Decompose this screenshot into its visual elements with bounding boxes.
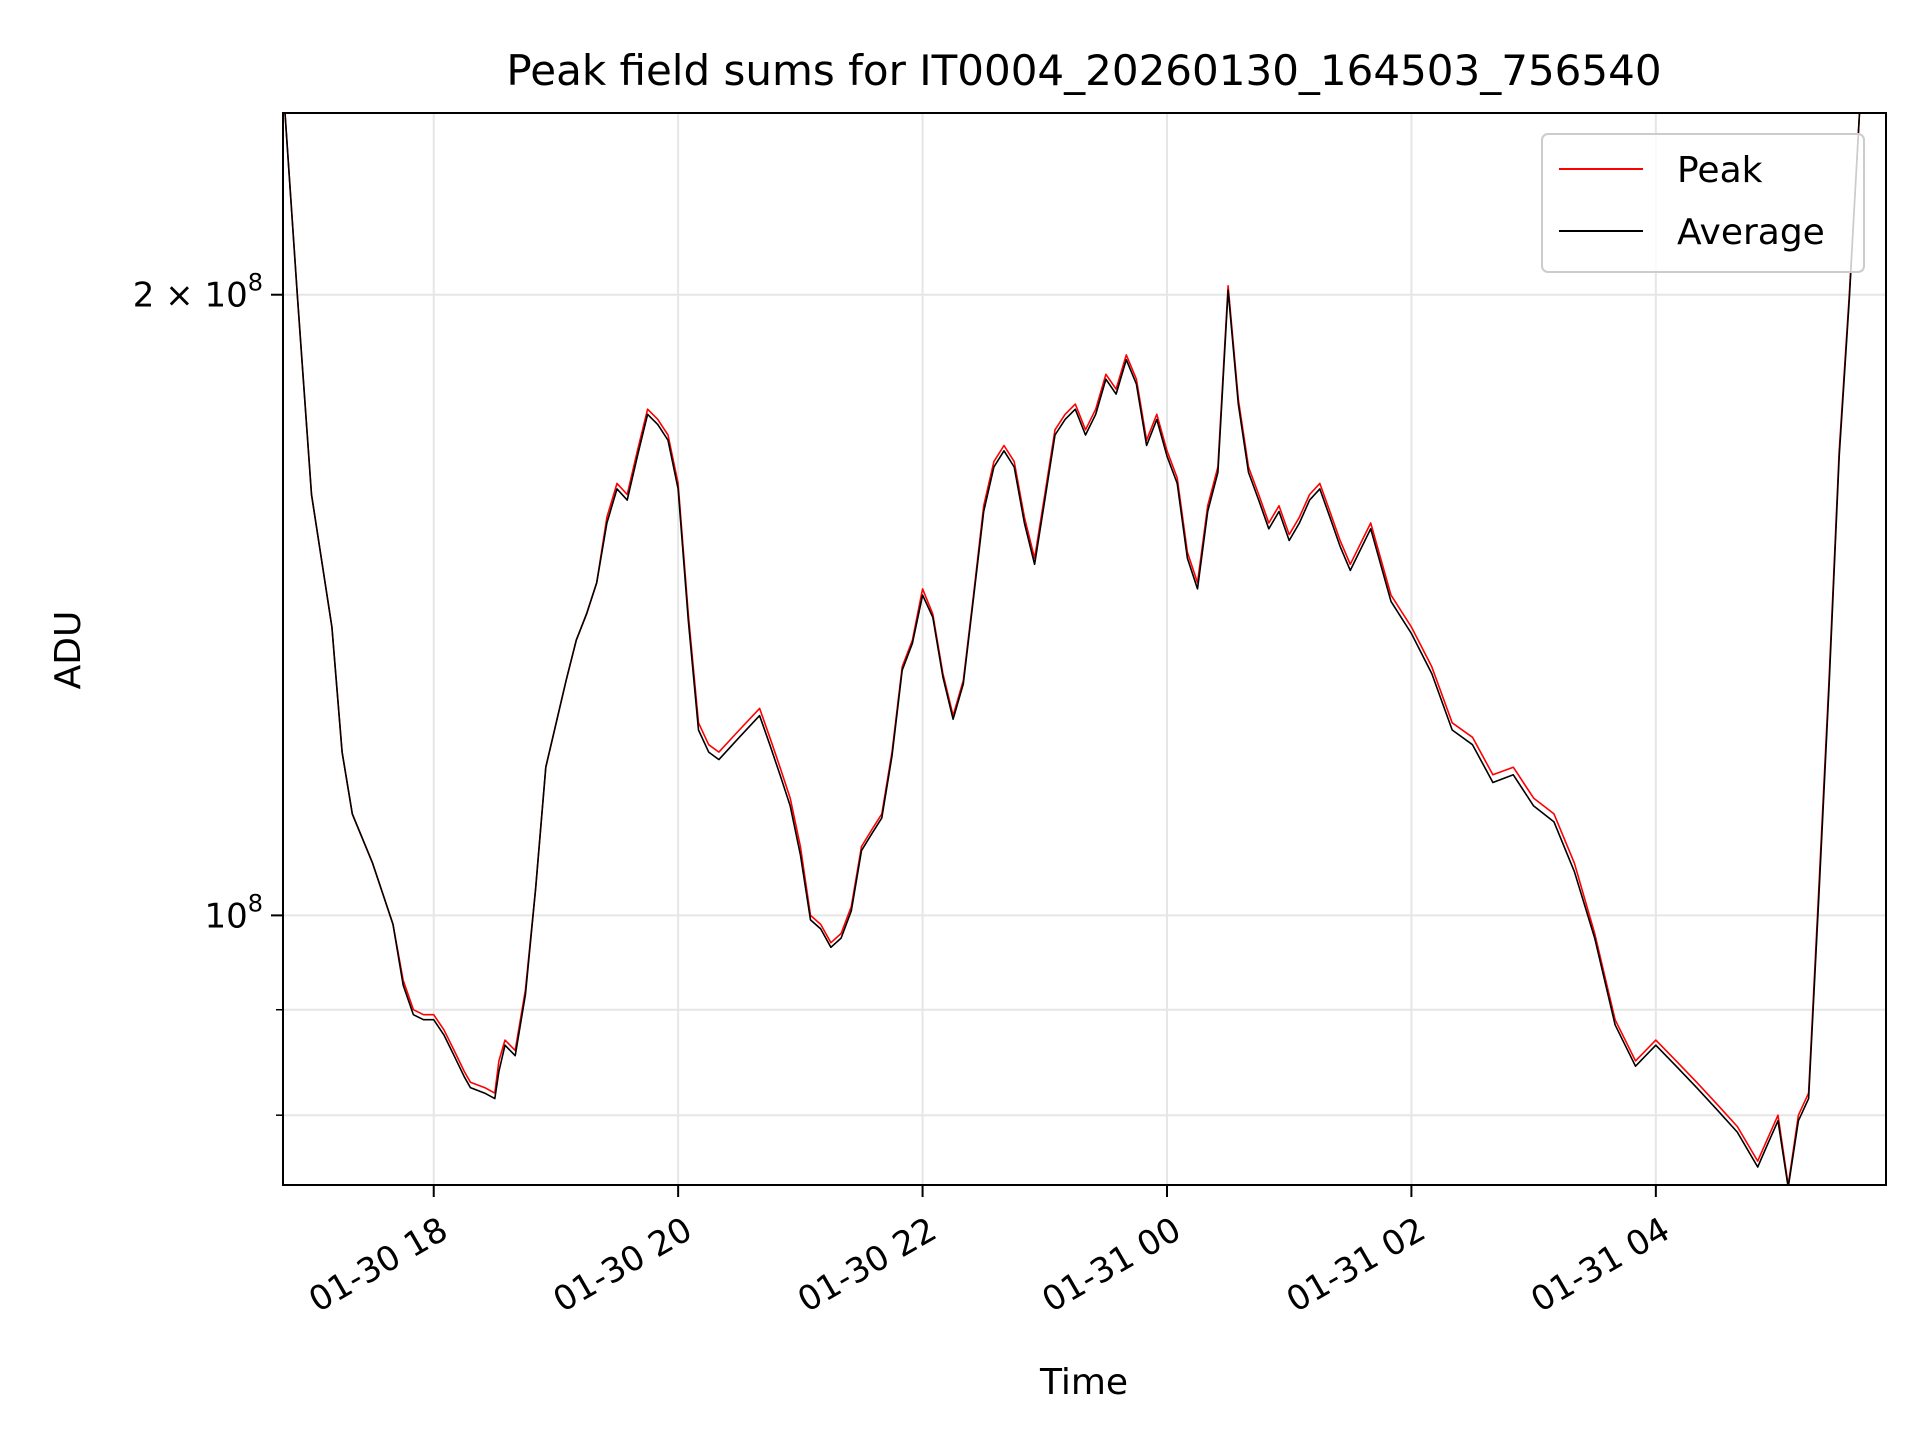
y-axis-label: ADU <box>48 611 89 690</box>
y-tick-label: 108 <box>204 889 263 936</box>
y-tick-label-exponent: 8 <box>248 889 263 917</box>
grid-lines <box>283 113 1886 1185</box>
y-tick-label: 2 × 108 <box>133 269 263 316</box>
x-axis-label: Time <box>1039 1362 1128 1403</box>
y-tick-label-exponent: 8 <box>248 269 263 297</box>
chart-title: Peak field sums for IT0004_20260130_1645… <box>506 46 1661 95</box>
series-line-average <box>284 113 1861 1185</box>
legend-label-peak: Peak <box>1677 150 1763 191</box>
plot-frame <box>282 112 1887 1186</box>
y-tick-label-base: 10 <box>204 896 247 936</box>
plot-lines <box>284 113 1861 1185</box>
legend: Peak Average <box>1541 133 1865 273</box>
legend-label-average: Average <box>1677 212 1825 253</box>
y-tick-label-base: 2 × 10 <box>133 276 248 316</box>
